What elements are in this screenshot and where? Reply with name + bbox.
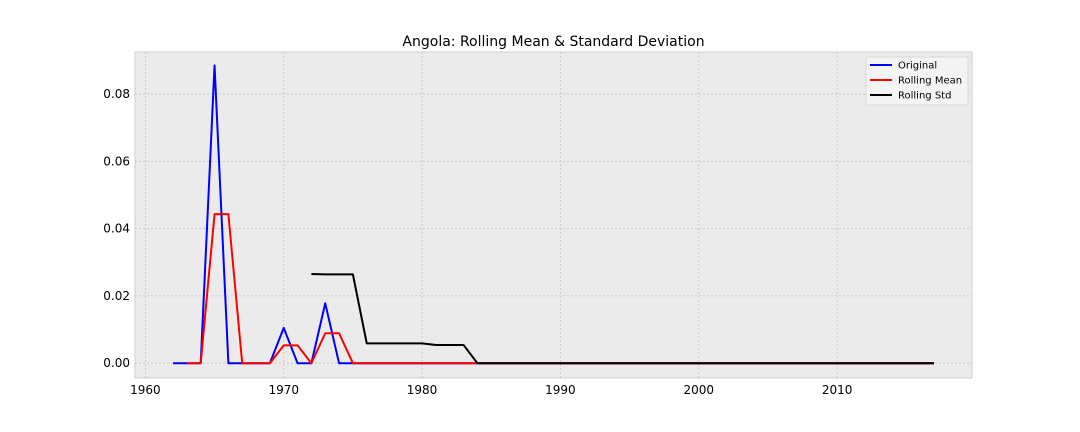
- x-tick-label: 1970: [268, 383, 299, 397]
- y-tick-label: 0.04: [103, 222, 130, 236]
- x-axis: 1960 1970 1980 1990 2000 2010: [130, 383, 852, 397]
- x-tick-label: 1990: [545, 383, 576, 397]
- x-tick-label: 2010: [822, 383, 853, 397]
- chart-title: Angola: Rolling Mean & Standard Deviatio…: [402, 34, 704, 50]
- y-tick-label: 0.02: [103, 289, 130, 303]
- y-axis: 0.00 0.02 0.04 0.06 0.08: [103, 87, 130, 370]
- y-tick-label: 0.08: [103, 87, 130, 101]
- plot-area: [134, 51, 973, 379]
- series-layer: [173, 64, 934, 365]
- legend: Original Rolling Mean Rolling Std: [865, 56, 969, 106]
- x-tick-label: 2000: [683, 383, 714, 397]
- series-line-rolling-std: [311, 273, 934, 365]
- legend-label: Rolling Std: [898, 91, 951, 102]
- x-tick-label: 1980: [407, 383, 438, 397]
- legend-label: Original: [898, 61, 937, 72]
- legend-box: [865, 56, 969, 106]
- x-tick-label: 1960: [130, 383, 161, 397]
- legend-label: Rolling Mean: [898, 76, 962, 87]
- y-tick-label: 0.00: [103, 356, 130, 370]
- y-tick-label: 0.06: [103, 154, 130, 168]
